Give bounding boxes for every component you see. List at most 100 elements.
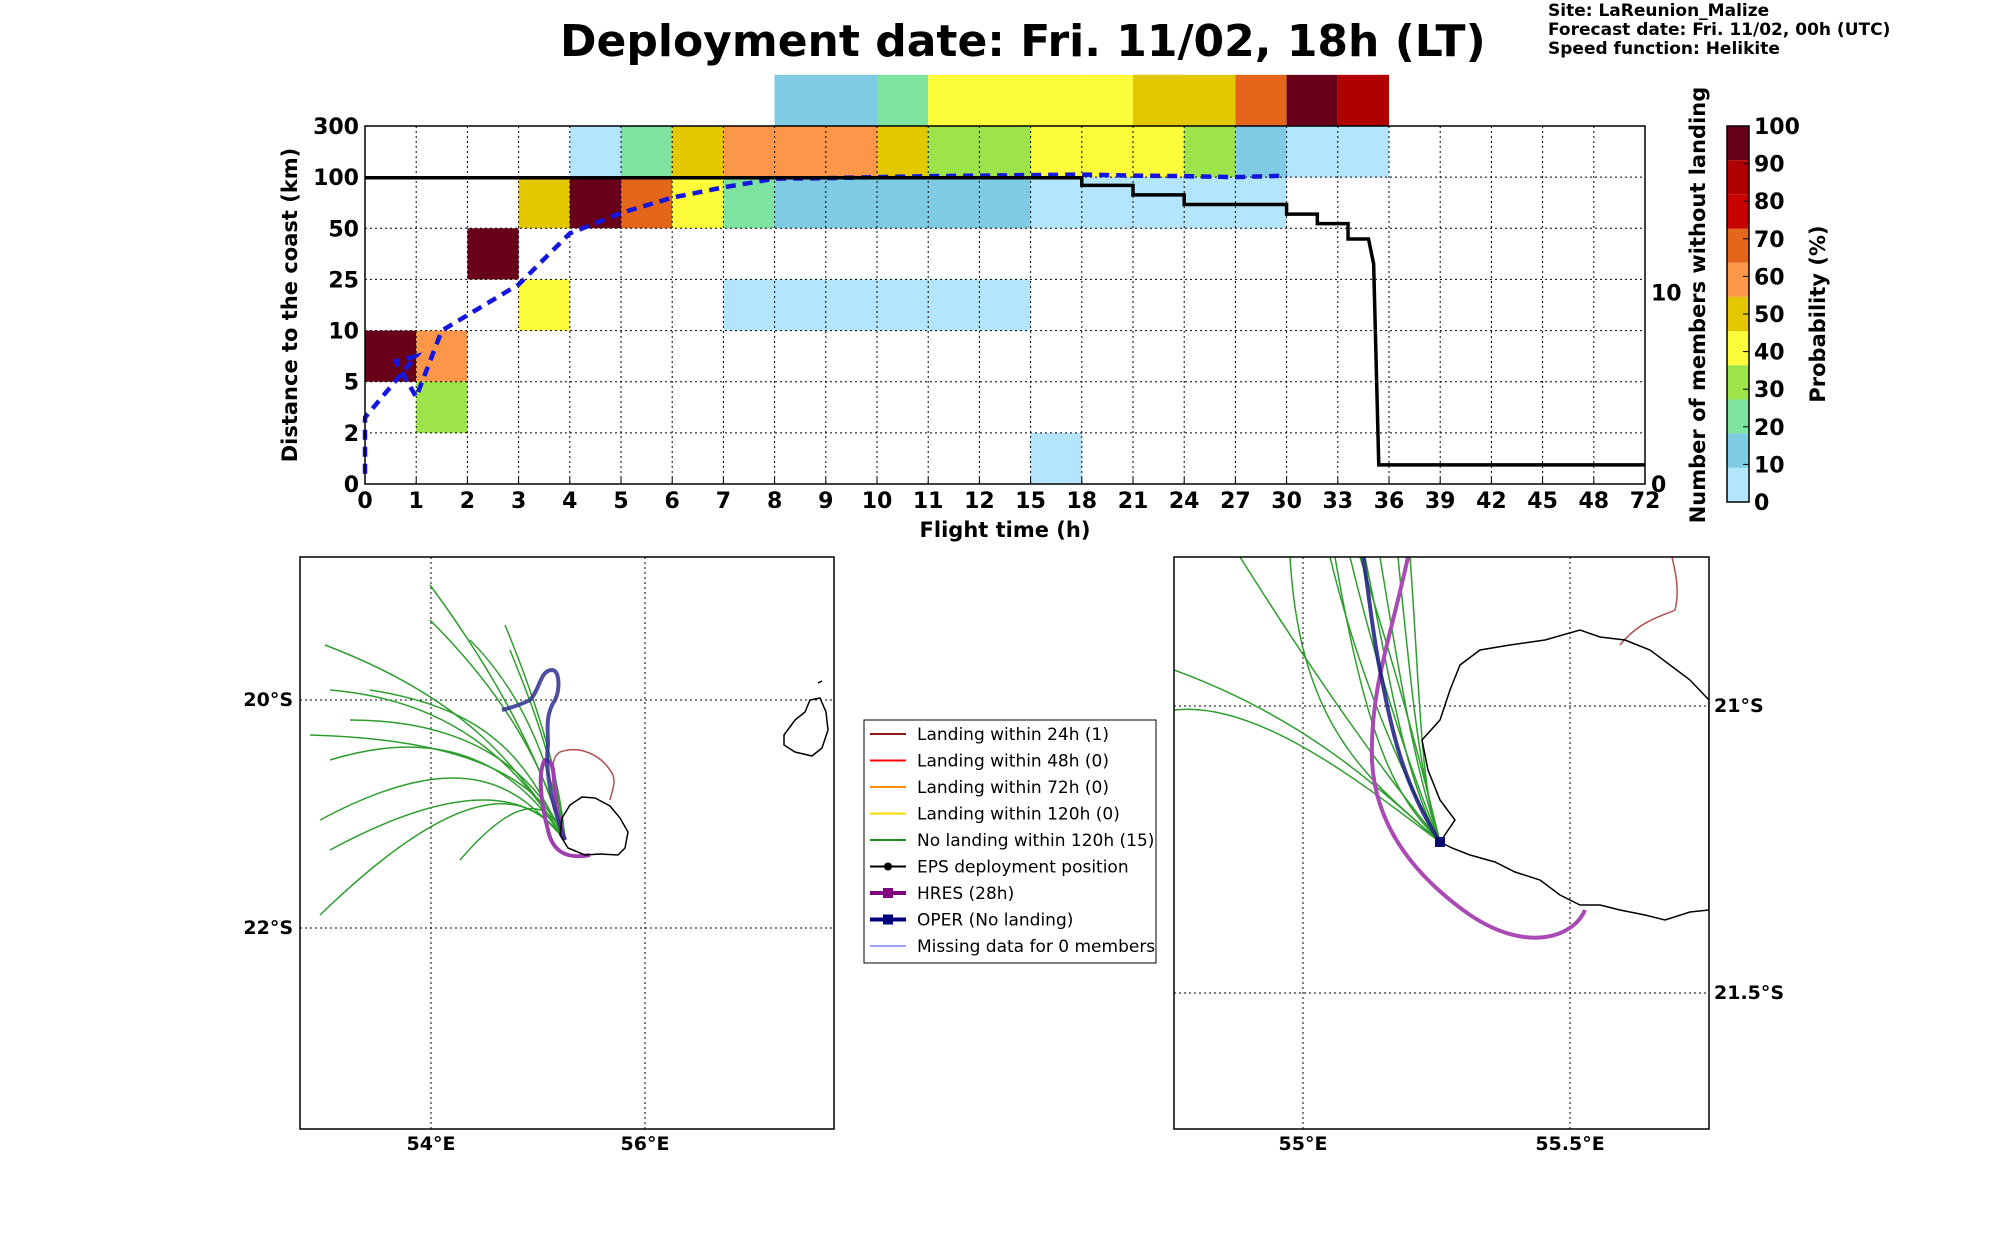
colorbar-tick-label: 70 [1754, 228, 1785, 253]
members-without-landing-line [365, 175, 1645, 467]
heatmap-cell [979, 177, 1031, 229]
legend-label: Landing within 72h (0) [917, 778, 1109, 798]
colorbar-tick-label: 30 [1754, 378, 1785, 403]
colorbar-tick-label: 100 [1754, 115, 1800, 140]
colorbar-ticks: 0 10 20 30 40 50 60 70 80 90 100 [1743, 115, 1800, 516]
map-frame [299, 556, 835, 1130]
colorbar-swatch [1727, 262, 1749, 297]
heatmap-cell [928, 74, 1082, 126]
legend-marker-circle [884, 862, 892, 871]
x-tick-label: 5 [613, 489, 628, 514]
right-tick-label: 0 [1651, 473, 1666, 498]
x-tick-label: 42 [1476, 489, 1507, 514]
y-tick-label: 0 [344, 473, 359, 498]
speed-function-label: Speed function: Helikite [1548, 39, 1780, 59]
x-tick-label: 72 [1630, 489, 1661, 514]
regional-trajectory-map: 20°S 22°S 54°E 56°E [243, 556, 835, 1155]
heatmap-cell [569, 177, 621, 229]
x-tick-label: 15 [1015, 489, 1046, 514]
x-tick-label: 4 [562, 489, 577, 514]
colorbar-tick-label: 40 [1754, 341, 1785, 366]
heatmap-cell [877, 74, 929, 126]
reunion-island-coast [559, 796, 629, 856]
colorbar-swatches [1727, 126, 1749, 502]
heatmap-cell [1030, 126, 1185, 178]
x-tick-label: 33 [1322, 489, 1353, 514]
colorbar-swatch [1727, 467, 1749, 502]
zoom-lon-label-55-5e: 55.5°E [1535, 1133, 1604, 1155]
right-axis-label: Number of members without landing [1686, 87, 1710, 524]
x-tick-label: 3 [511, 489, 526, 514]
probability-heatmap: 0 1 2 3 4 5 6 7 8 9 10 11 12 15 18 21 24 27 30 33 36 39 42 45 48… [278, 74, 1710, 542]
colorbar-tick-label: 90 [1754, 153, 1785, 178]
zoom-map-gridlines [1174, 557, 1709, 1129]
heatmap-cell [518, 177, 570, 229]
heatmap-cell [1030, 432, 1082, 484]
x-tick-label: 9 [818, 489, 833, 514]
x-tick-label: 6 [665, 489, 680, 514]
site-label: Site: LaReunion_Malize [1548, 1, 1770, 21]
heatmap-cells [365, 74, 1389, 484]
colorbar-swatch [1727, 365, 1749, 400]
colorbar-tick-label: 0 [1754, 491, 1769, 516]
legend-label: OPER (No landing) [917, 911, 1073, 931]
colorbar-swatch [1727, 331, 1749, 366]
trajectory-legend: Landing within 24h (1) Landing within 48h… [863, 719, 1157, 964]
x-tick-label: 11 [913, 489, 944, 514]
heatmap-cell [518, 279, 570, 331]
heatmap-frame [364, 125, 1646, 485]
colorbar-tick-label: 10 [1754, 453, 1785, 478]
lon-label-56e: 56°E [621, 1133, 670, 1155]
heatmap-cell [1337, 74, 1389, 126]
colorbar-swatch [1727, 160, 1749, 195]
zoom-oper-trajectory [1361, 557, 1442, 844]
lat-label-22s: 22°S [243, 917, 293, 939]
x-tick-label: 2 [460, 489, 475, 514]
zoomed-trajectory-map: 21°S 21.5°S 55°E 55.5°E [1173, 556, 1784, 1155]
colorbar-label: Probability (%) [1806, 225, 1830, 402]
x-tick-label: 0 [357, 489, 372, 514]
heatmap-cell [1184, 126, 1236, 178]
zoom-map-frame [1173, 556, 1710, 1130]
legend-label: No landing within 120h (15) [917, 831, 1154, 851]
mauritius-island-coast [783, 697, 829, 757]
heatmap-cell [672, 126, 724, 178]
map-content [300, 557, 834, 1129]
y-tick-label: 10 [328, 320, 359, 345]
heatmap-cell [672, 177, 724, 229]
forecast-date-label: Forecast date: Fri. 11/02, 00h (UTC) [1548, 20, 1891, 40]
legend-label: Missing data for 0 members [917, 937, 1155, 957]
heatmap-cell [1286, 74, 1338, 126]
x-tick-label: 10 [862, 489, 893, 514]
y-tick-label: 2 [344, 422, 359, 447]
colorbar-swatch [1727, 296, 1749, 332]
hres-trajectory [538, 757, 591, 859]
forecast-info: Site: LaReunion_Malize Forecast date: Fr… [1548, 2, 1890, 59]
zoom-lat-label-21s: 21°S [1714, 695, 1764, 717]
x-tick-label: 39 [1425, 489, 1456, 514]
heatmap-cell [621, 177, 673, 229]
map-background [300, 557, 834, 1129]
colorbar-swatch [1727, 399, 1749, 434]
colorbar-tick-label: 80 [1754, 190, 1785, 215]
right-axis-ticks: 0 10 [1651, 282, 1682, 498]
heatmap-cell [621, 126, 673, 178]
x-tick-label: 45 [1527, 489, 1558, 514]
colorbar-tick-label: 20 [1754, 416, 1785, 441]
zoom-lat-label-21-5s: 21.5°S [1714, 982, 1784, 1004]
heatmap-cell [467, 228, 519, 280]
heatmap-cell [723, 279, 775, 331]
legend-label: Landing within 24h (1) [917, 725, 1109, 745]
legend-items: Landing within 24h (1) Landing within 48h… [870, 725, 1155, 957]
zoom-deployment-marker [1435, 837, 1445, 847]
colorbar-tick-label: 60 [1754, 265, 1785, 290]
heatmap-cell [1133, 74, 1236, 126]
zoom-lon-label-55e: 55°E [1279, 1133, 1328, 1155]
heatmap-cell [1235, 74, 1287, 126]
zoom-reunion-island-coast [1421, 629, 1709, 921]
x-tick-label: 1 [409, 489, 424, 514]
lat-label-20s: 20°S [243, 689, 293, 711]
x-tick-label: 8 [767, 489, 782, 514]
legend-label: HRES (28h) [917, 884, 1014, 904]
